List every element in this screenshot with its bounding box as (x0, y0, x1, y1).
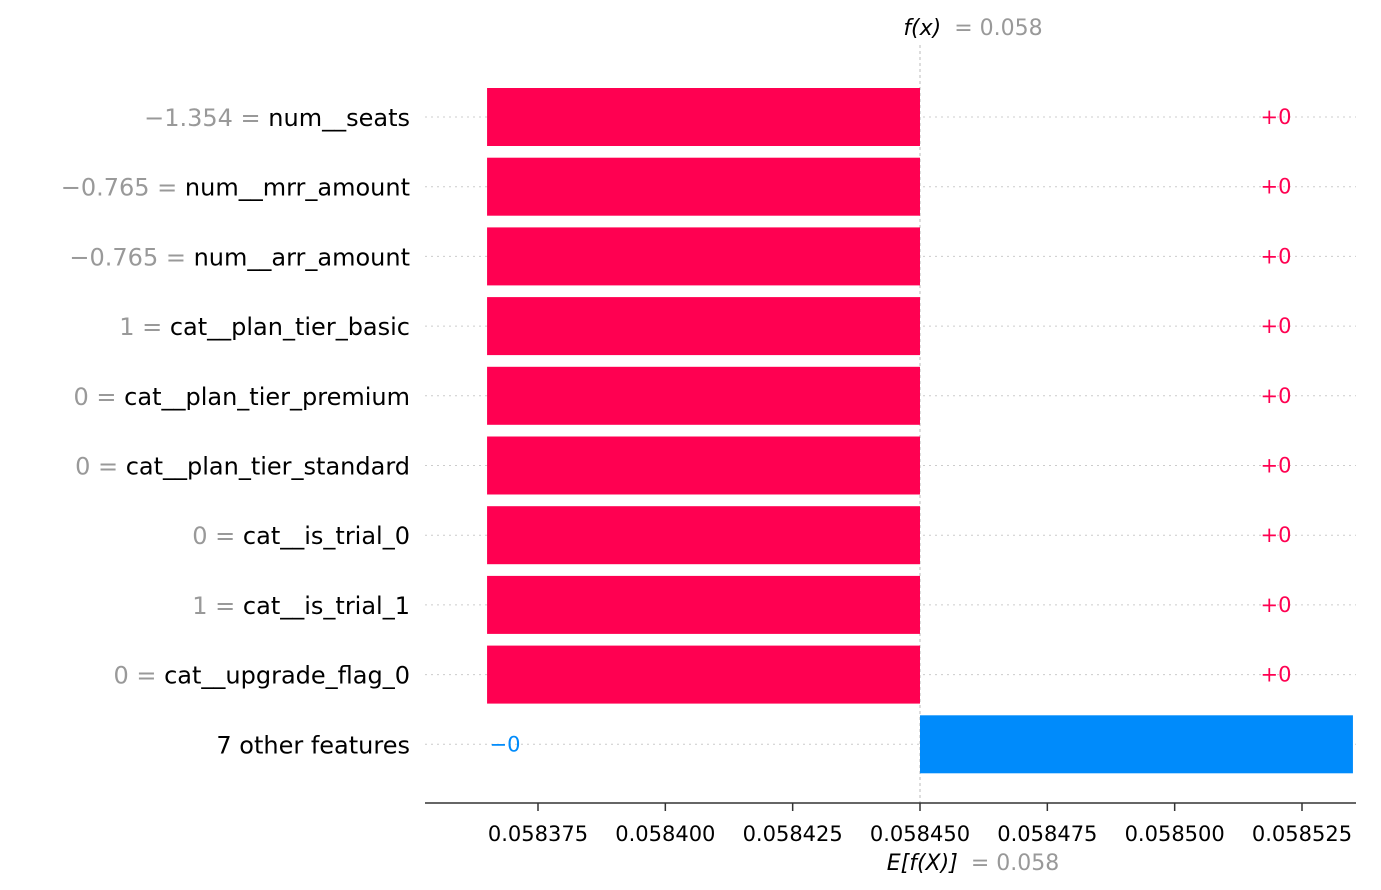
feature-label: −0.765 = num__arr_amount (69, 243, 410, 271)
feature-value: −1.354 = (144, 104, 268, 132)
waterfall-bar (487, 645, 920, 704)
efx-annotation: E[f(X)] = 0.058 (887, 851, 1059, 876)
waterfall-bar (487, 88, 920, 146)
feature-value: 1 = (192, 592, 243, 620)
waterfall-bar (487, 575, 920, 634)
feature-value: −0.765 = (61, 174, 185, 202)
bars: +0 +0 +0 +0 +0 +0 +0 +0 +0 −0 (487, 88, 1353, 774)
waterfall-bar (487, 157, 920, 216)
bar-value-label: +0 (1261, 314, 1292, 338)
waterfall-bar (487, 227, 920, 286)
x-tick-label: 0.058500 (1125, 822, 1225, 846)
feature-name: num__mrr_amount (185, 174, 410, 202)
feature-value: 0 = (74, 383, 125, 411)
fx-value: = 0.058 (954, 16, 1042, 41)
feature-name: cat__is_trial_0 (243, 522, 410, 550)
feature-label: −1.354 = num__seats (144, 104, 410, 132)
feature-name: cat__plan_tier_basic (170, 313, 410, 341)
x-tick-label: 0.058525 (1252, 822, 1352, 846)
feature-value: 0 = (75, 453, 126, 481)
feature-value: 0 = (113, 662, 164, 690)
x-tick-label: 0.058375 (488, 822, 588, 846)
feature-label: 0 = cat__is_trial_0 (192, 522, 410, 550)
feature-label: 7 other features (216, 731, 410, 759)
bar-value-label: +0 (1261, 523, 1292, 547)
feature-value: 1 = (119, 313, 170, 341)
feature-value: −0.765 = (69, 243, 193, 271)
feature-label: −0.765 = num__mrr_amount (61, 174, 410, 202)
x-axis: 0.058375 0.058400 0.058425 0.058450 0.058475… (425, 802, 1356, 846)
waterfall-bar (487, 506, 920, 565)
feature-value: 0 = (192, 522, 243, 550)
waterfall-bar (487, 366, 920, 425)
feature-name: 7 other features (216, 731, 410, 759)
waterfall-bar (487, 297, 920, 356)
feature-label: 0 = cat__plan_tier_premium (74, 383, 410, 411)
feature-label: 0 = cat__upgrade_flag_0 (113, 662, 410, 690)
feature-name: cat__plan_tier_standard (126, 453, 410, 481)
feature-name: cat__upgrade_flag_0 (164, 662, 410, 690)
fx-annotation: f(x) = 0.058 (903, 16, 1042, 41)
feature-name: cat__plan_tier_premium (124, 383, 410, 411)
bar-value-label: +0 (1261, 105, 1292, 129)
feature-name: cat__is_trial_1 (243, 592, 410, 620)
x-tick-label: 0.058400 (615, 822, 715, 846)
feature-label: 1 = cat__plan_tier_basic (119, 313, 410, 341)
x-tick-label: 0.058450 (870, 822, 970, 846)
feature-name: num__seats (268, 104, 410, 132)
bar-value-label: −0 (490, 732, 521, 756)
feature-labels: −1.354 = num__seats −0.765 = num__mrr_amo… (61, 104, 410, 759)
feature-label: 1 = cat__is_trial_1 (192, 592, 410, 620)
bar-value-label: +0 (1261, 175, 1292, 199)
efx-label: E[f(X)] (887, 851, 958, 876)
waterfall-bar (920, 715, 1353, 774)
fx-label: f(x) (903, 16, 941, 41)
x-tick-label: 0.058475 (997, 822, 1097, 846)
efx-value: = 0.058 (971, 851, 1059, 876)
bar-value-label: +0 (1261, 454, 1292, 478)
bar-value-label: +0 (1261, 384, 1292, 408)
feature-label: 0 = cat__plan_tier_standard (75, 453, 410, 481)
bar-value-label: +0 (1261, 593, 1292, 617)
x-tick-label: 0.058425 (743, 822, 843, 846)
bar-value-label: +0 (1261, 244, 1292, 268)
waterfall-bar (487, 436, 920, 495)
feature-name: num__arr_amount (194, 243, 410, 271)
bar-value-label: +0 (1261, 663, 1292, 687)
